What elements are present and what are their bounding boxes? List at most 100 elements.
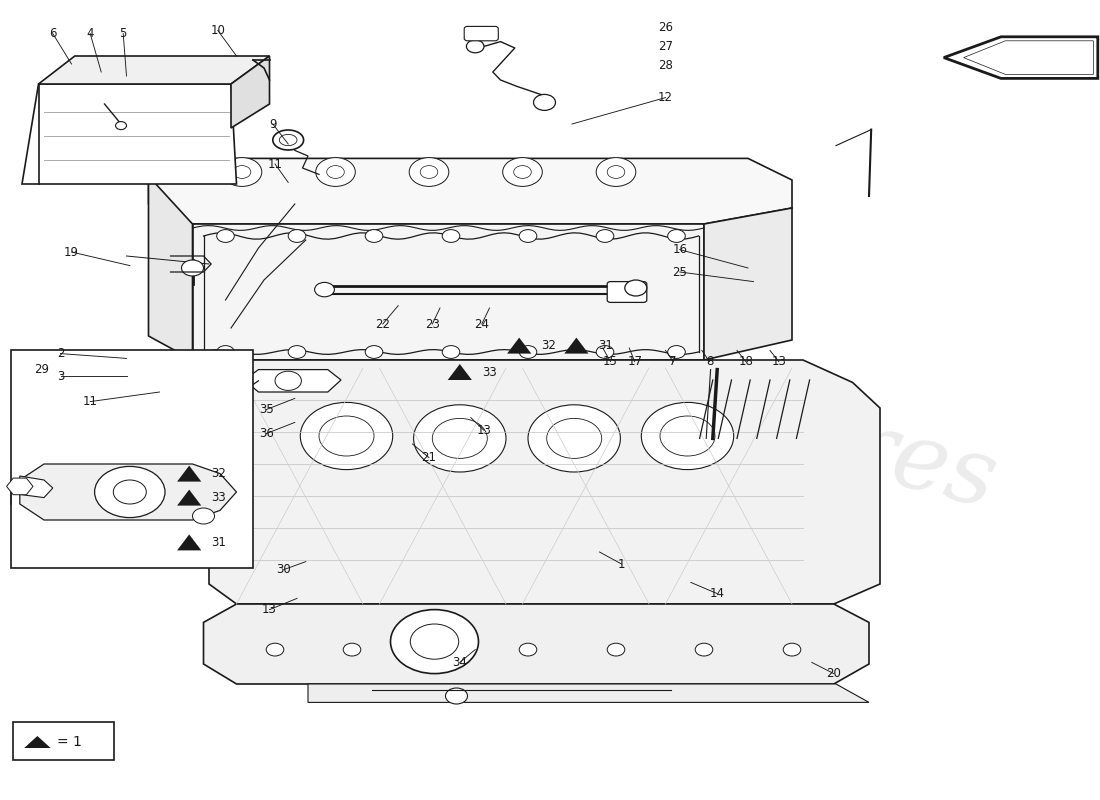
Circle shape [116,122,127,130]
Polygon shape [944,37,1098,78]
Circle shape [596,346,614,358]
Circle shape [420,166,438,178]
FancyBboxPatch shape [11,350,253,568]
Polygon shape [231,56,270,128]
Text: 18: 18 [738,355,754,368]
Text: 8: 8 [706,355,713,368]
Circle shape [410,624,459,659]
Polygon shape [507,338,531,354]
Polygon shape [244,370,341,392]
Text: 12: 12 [658,91,673,104]
Circle shape [519,346,537,358]
Circle shape [547,418,602,458]
FancyBboxPatch shape [607,282,647,302]
Text: 33: 33 [211,491,226,504]
Circle shape [596,230,614,242]
Circle shape [668,230,685,242]
Circle shape [607,166,625,178]
Circle shape [414,405,506,472]
Circle shape [442,230,460,242]
Circle shape [503,158,542,186]
Text: 36: 36 [258,427,274,440]
Text: eurospares: eurospares [468,303,1006,529]
Text: 13: 13 [262,603,277,616]
Circle shape [695,643,713,656]
Text: 14: 14 [710,587,725,600]
Text: 31: 31 [598,339,614,352]
Text: 33: 33 [482,366,496,378]
Circle shape [625,280,647,296]
Text: 26: 26 [658,21,673,34]
Polygon shape [308,684,869,702]
Circle shape [534,94,556,110]
Circle shape [319,416,374,456]
Text: 22: 22 [375,318,390,330]
Text: 29: 29 [34,363,50,376]
Circle shape [95,466,165,518]
FancyBboxPatch shape [464,26,498,41]
Circle shape [300,402,393,470]
Circle shape [217,230,234,242]
Circle shape [113,480,146,504]
Polygon shape [704,208,792,360]
Polygon shape [20,476,53,498]
Text: 3: 3 [57,370,64,382]
Text: 34: 34 [452,656,468,669]
FancyBboxPatch shape [13,722,114,760]
Text: 31: 31 [211,536,227,549]
Text: 6: 6 [50,27,56,40]
Polygon shape [39,56,270,84]
Text: 4: 4 [87,27,94,40]
Circle shape [390,610,478,674]
Circle shape [528,405,620,472]
Circle shape [233,166,251,178]
Circle shape [519,230,537,242]
Circle shape [222,158,262,186]
Text: 25: 25 [672,266,688,278]
Text: 17: 17 [627,355,642,368]
Circle shape [315,282,334,297]
Polygon shape [7,478,33,494]
Circle shape [343,643,361,656]
Text: 32: 32 [211,467,227,480]
Text: a passion since 1985: a passion since 1985 [536,474,784,518]
Polygon shape [448,364,472,380]
Polygon shape [22,84,236,184]
Polygon shape [177,490,201,506]
Text: 21: 21 [421,451,437,464]
Circle shape [514,166,531,178]
Polygon shape [964,41,1093,74]
Text: 20: 20 [826,667,842,680]
Circle shape [641,402,734,470]
Circle shape [446,688,468,704]
Polygon shape [148,158,792,224]
Circle shape [365,346,383,358]
Polygon shape [564,338,589,354]
Circle shape [466,40,484,53]
Circle shape [519,643,537,656]
Circle shape [442,346,460,358]
Circle shape [409,158,449,186]
Text: 13: 13 [476,424,492,437]
Circle shape [288,346,306,358]
Circle shape [217,346,234,358]
Text: 23: 23 [425,318,440,330]
Text: 16: 16 [672,243,688,256]
Circle shape [327,166,344,178]
Polygon shape [204,604,869,684]
Text: 7: 7 [670,355,676,368]
Circle shape [275,371,301,390]
Polygon shape [24,736,51,748]
Text: 24: 24 [474,318,490,330]
Text: 9: 9 [270,118,276,130]
Text: = 1: = 1 [57,735,82,750]
Polygon shape [209,360,880,604]
Text: 5: 5 [120,27,127,40]
Circle shape [316,158,355,186]
Text: 11: 11 [82,395,98,408]
Text: 30: 30 [276,563,292,576]
Polygon shape [177,466,201,482]
Polygon shape [177,534,201,550]
Circle shape [783,643,801,656]
Polygon shape [148,176,192,360]
